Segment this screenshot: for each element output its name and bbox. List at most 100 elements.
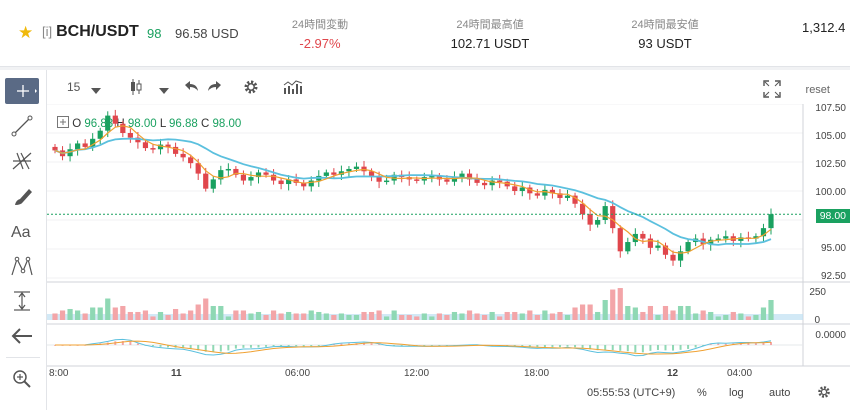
volume-bar <box>52 313 58 320</box>
chevron-down-icon[interactable] <box>91 83 101 97</box>
volume-bar <box>564 314 571 320</box>
candle-up <box>157 144 164 150</box>
macd-bar <box>151 345 154 347</box>
redo-icon <box>208 81 221 91</box>
chart-type-button[interactable] <box>129 78 143 99</box>
volume-bar <box>700 310 706 320</box>
pair-title: [i] BCH/USDT <box>42 23 139 41</box>
zoom-tool[interactable] <box>5 365 39 391</box>
moving-averages <box>54 125 772 254</box>
volume-bar <box>278 313 284 320</box>
candle-up <box>210 179 216 189</box>
macd-bar <box>679 345 682 350</box>
volume-bar <box>165 314 171 320</box>
candle-down <box>617 228 623 252</box>
macd-bar <box>672 345 675 351</box>
candle-down <box>376 175 382 182</box>
volume-bar <box>90 307 96 320</box>
candle-up <box>685 242 691 252</box>
auto-toggle[interactable]: auto <box>769 387 791 399</box>
candle-up <box>595 220 601 225</box>
volume-bar <box>368 311 375 320</box>
price-chart[interactable] <box>47 104 850 404</box>
macd-bar <box>370 343 373 345</box>
low-value: 96.88 <box>169 118 198 130</box>
log-toggle[interactable]: log <box>729 387 744 399</box>
macd-tick: 0.0000 <box>815 330 846 341</box>
volume-bar <box>595 311 601 320</box>
brush-tool[interactable] <box>5 183 39 209</box>
price-tick: 92.50 <box>820 271 846 282</box>
volume-bar <box>572 307 578 320</box>
volume-bar <box>361 311 367 320</box>
brush-icon <box>15 189 32 205</box>
macd-bar <box>227 345 230 351</box>
macd-bar <box>754 343 757 345</box>
price-tick: 102.50 <box>815 159 846 170</box>
candle-down <box>188 157 194 164</box>
settings-button[interactable] <box>243 79 259 98</box>
favorite-star-icon[interactable]: ★ <box>18 23 34 42</box>
candle-down <box>534 193 540 196</box>
volume-bar <box>429 316 435 320</box>
crosshair-tool[interactable] <box>5 78 39 104</box>
macd-bar <box>702 345 705 346</box>
collapse-legend-icon[interactable] <box>57 116 69 128</box>
candle-up <box>346 168 352 172</box>
candle-down <box>195 163 201 174</box>
gear-icon <box>244 80 258 94</box>
chart-grid <box>47 104 803 279</box>
candle-up <box>708 239 714 245</box>
volume-bar <box>414 316 420 320</box>
measure-tool[interactable] <box>5 288 39 314</box>
fib-tool[interactable] <box>5 148 39 174</box>
stat-label: 24時間変動 <box>291 19 349 31</box>
volume-bar <box>105 298 111 320</box>
percent-toggle[interactable]: % <box>697 387 707 399</box>
volume-bar <box>210 305 216 320</box>
redo-button[interactable] <box>207 79 223 96</box>
macd-bar <box>393 345 396 346</box>
text-tool[interactable]: Aa <box>5 218 39 244</box>
ma-fast-line <box>54 125 772 254</box>
pattern-tool[interactable] <box>5 253 39 279</box>
chevron-down-icon[interactable] <box>159 83 169 97</box>
fullscreen-button[interactable] <box>763 80 781 101</box>
macd-bar <box>249 345 252 348</box>
high-value: 98.00 <box>127 118 157 130</box>
price-tick: 100.00 <box>815 187 846 198</box>
macd-bar <box>574 345 577 348</box>
reset-button[interactable]: reset <box>805 84 830 96</box>
trendline-tool[interactable] <box>5 113 39 139</box>
macd-bar <box>317 345 320 347</box>
candle-down <box>165 144 171 147</box>
candle-down <box>82 143 88 147</box>
last-price-label: 98.00 <box>815 209 850 223</box>
macd-bar <box>724 343 727 345</box>
macd-bar <box>340 343 343 345</box>
undo-button[interactable] <box>183 79 199 96</box>
trendline-icon <box>11 115 33 137</box>
macd-bar <box>332 344 335 346</box>
volume-bar <box>640 311 646 320</box>
volume-bar <box>188 310 194 320</box>
macd-bar <box>521 345 524 347</box>
volume-bar <box>293 313 299 320</box>
candle-down <box>444 179 450 182</box>
volume-bar <box>557 311 563 320</box>
macd-histogram <box>47 338 803 357</box>
time-tick: 04:00 <box>727 368 753 379</box>
indicators-button[interactable] <box>283 80 303 97</box>
open-label: O <box>72 118 82 130</box>
macd-bar <box>234 345 237 349</box>
macd-bar <box>287 345 290 347</box>
volume-bar <box>587 304 593 320</box>
interval-selector[interactable]: 15 <box>67 80 81 94</box>
volume-tick: 250 <box>809 287 826 298</box>
back-tool[interactable] <box>5 323 39 349</box>
time-tick: 11 <box>171 368 182 379</box>
fibonacci-icon <box>12 152 32 170</box>
chart-settings-button[interactable] <box>817 385 831 402</box>
volume-bar <box>482 314 488 320</box>
arrow-left-icon <box>11 328 32 344</box>
